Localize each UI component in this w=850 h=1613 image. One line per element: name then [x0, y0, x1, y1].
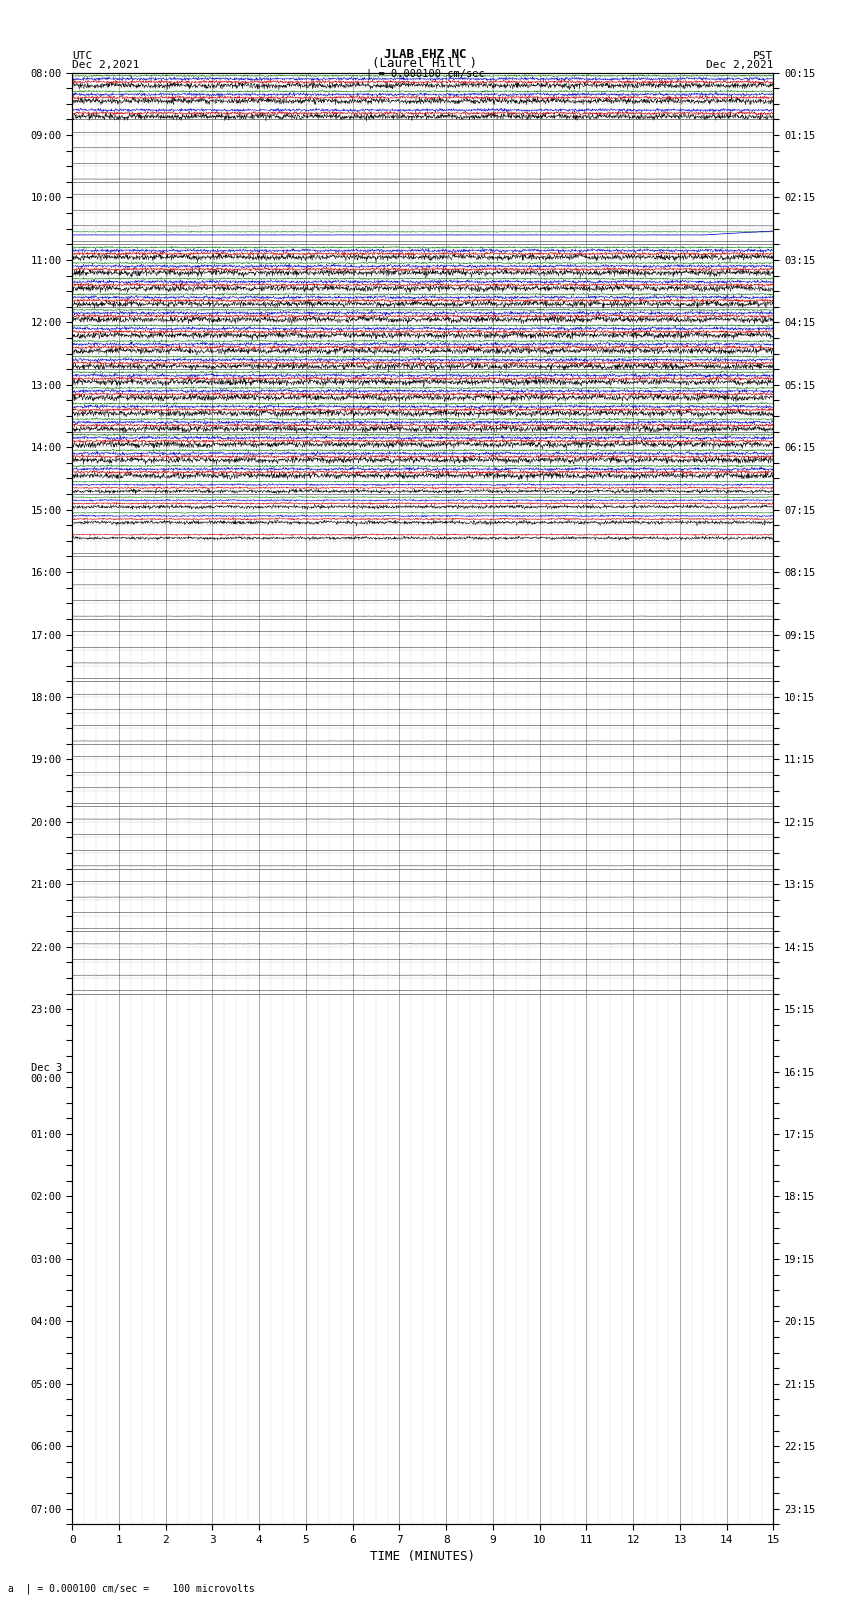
X-axis label: TIME (MINUTES): TIME (MINUTES) [371, 1550, 475, 1563]
Text: JLAB EHZ NC: JLAB EHZ NC [383, 48, 467, 61]
Text: UTC: UTC [72, 52, 93, 61]
Text: a  | = 0.000100 cm/sec =    100 microvolts: a | = 0.000100 cm/sec = 100 microvolts [8, 1582, 255, 1594]
Text: (Laurel Hill ): (Laurel Hill ) [372, 56, 478, 71]
Text: | = 0.000100 cm/sec: | = 0.000100 cm/sec [366, 68, 484, 79]
Text: Dec 2,2021: Dec 2,2021 [72, 60, 139, 71]
Text: PST: PST [753, 52, 774, 61]
Text: Dec 2,2021: Dec 2,2021 [706, 60, 774, 71]
